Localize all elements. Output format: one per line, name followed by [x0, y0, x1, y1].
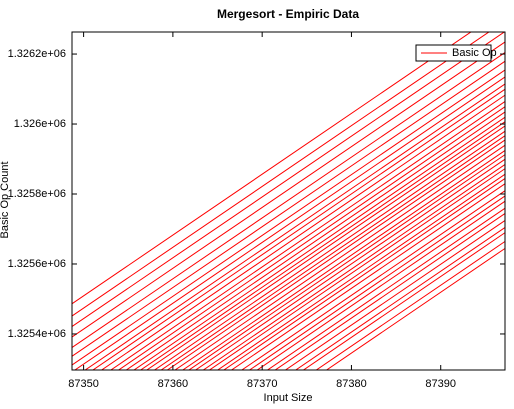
- x-tick-label: 87390: [425, 378, 456, 390]
- plot-frame: [71, 31, 506, 371]
- x-tick-label: 87350: [68, 378, 99, 390]
- x-tick-label: 87370: [247, 378, 278, 390]
- y-tick-label: 1.326e+06: [14, 118, 66, 130]
- y-axis-label: Basic Op Count: [0, 161, 11, 238]
- y-tick-label: 1.3256e+06: [8, 258, 66, 270]
- x-tick-label: 87360: [158, 378, 189, 390]
- y-tick-label: 1.3254e+06: [8, 328, 66, 340]
- x-axis-label: Input Size: [264, 392, 313, 404]
- chart-title: Mergesort - Empiric Data: [217, 7, 359, 21]
- legend-box: [415, 44, 492, 62]
- y-tick-label: 1.3258e+06: [8, 188, 66, 200]
- legend-label: Basic Op: [452, 47, 497, 59]
- x-tick-label: 87380: [336, 378, 367, 390]
- y-tick-label: 1.3262e+06: [8, 48, 66, 60]
